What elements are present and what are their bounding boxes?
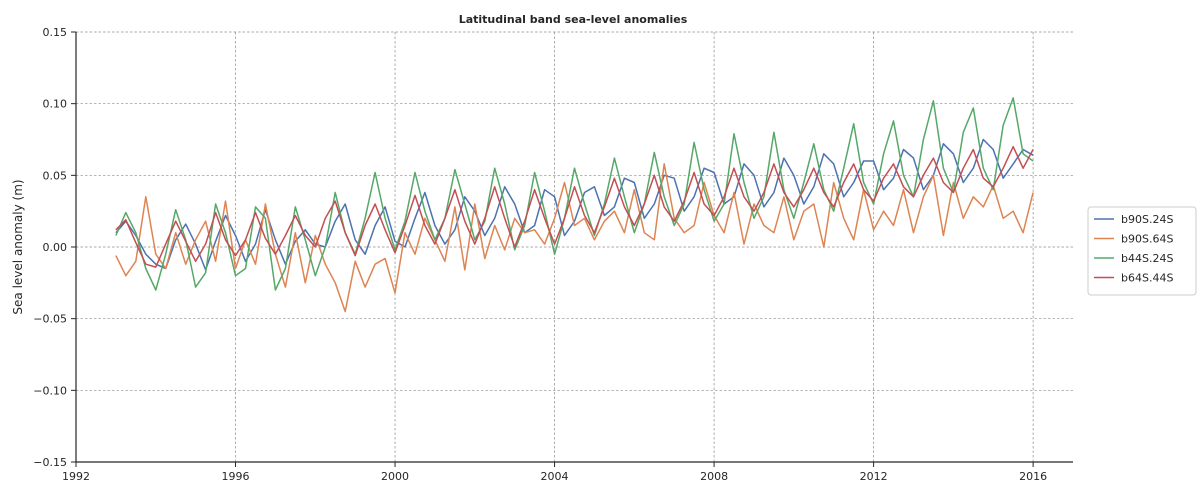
legend-label: b90S.24S	[1121, 213, 1173, 226]
legend: b90S.24S b90S.64S b44S.24S b64S.44S	[1087, 206, 1197, 296]
y-tick-label: −0.05	[33, 313, 67, 326]
x-tick-label: 2008	[700, 470, 728, 483]
y-tick-label: 0.05	[43, 169, 68, 182]
legend-label: b64S.44S	[1121, 272, 1173, 285]
series-line	[115, 97, 1034, 291]
series-line	[115, 163, 1034, 313]
x-tick-label: 2012	[860, 470, 888, 483]
legend-label: b90S.64S	[1121, 233, 1173, 246]
series-line	[115, 138, 1034, 271]
x-tick-label: 1996	[222, 470, 250, 483]
y-tick-label: 0.15	[43, 26, 68, 39]
legend-label: b44S.24S	[1121, 252, 1173, 265]
grid	[76, 31, 1073, 463]
series-line	[115, 145, 1034, 268]
x-tick-label: 2016	[1019, 470, 1047, 483]
chart-title: Latitudinal band sea-level anomalies	[459, 13, 688, 26]
y-tick-label: −0.10	[33, 384, 67, 397]
x-tick-label: 2004	[541, 470, 569, 483]
plot-area	[115, 97, 1034, 313]
x-tick-label: 2000	[381, 470, 409, 483]
axes: 1992 1996 2000 2004 2008 2012 2016 −0.15 −0.10 −0…	[33, 26, 1073, 483]
y-tick-label: −0.15	[33, 456, 67, 469]
y-tick-label: 0.00	[43, 241, 68, 254]
y-axis-label: Sea level anomaly (m)	[11, 179, 25, 314]
x-tick-label: 1992	[62, 470, 90, 483]
y-tick-label: 0.10	[43, 98, 68, 111]
legend-box	[1087, 206, 1197, 296]
